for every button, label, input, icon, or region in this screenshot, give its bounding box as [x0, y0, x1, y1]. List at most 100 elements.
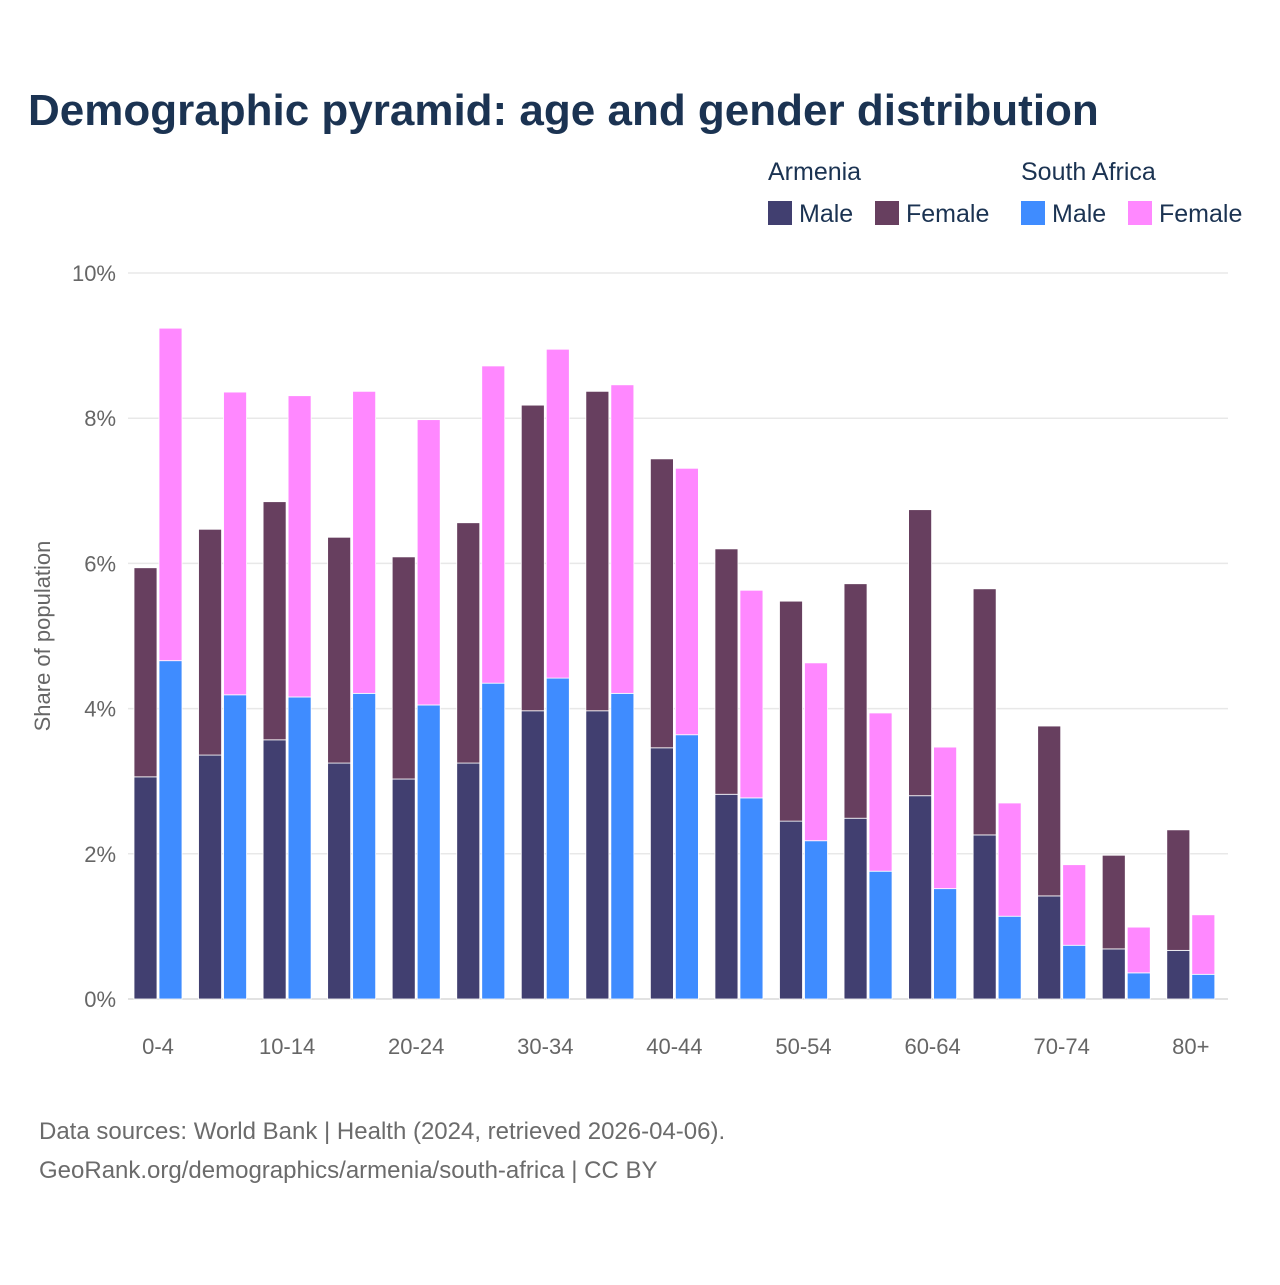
bar-armenia-male-60-64 — [908, 795, 932, 1000]
bar-south-africa-female-60-64 — [933, 746, 957, 890]
x-tick-label: 40-44 — [646, 1034, 702, 1059]
bar-south-africa-male-65-69 — [997, 915, 1022, 1000]
y-tick-label: 2% — [84, 842, 116, 867]
bar-south-africa-female-70-74 — [1062, 864, 1087, 946]
x-tick-label: 50-54 — [775, 1034, 831, 1059]
bar-south-africa-female-75-79 — [1126, 926, 1151, 974]
x-tick-label: 0-4 — [142, 1034, 174, 1059]
bar-armenia-male-55-59 — [843, 817, 868, 1000]
bar-south-africa-male-60-64 — [933, 888, 957, 1000]
bar-armenia-male-10-14 — [262, 739, 287, 1000]
legend-swatch-armenia-male — [768, 201, 792, 225]
bar-armenia-female-50-54 — [779, 600, 803, 822]
bar-armenia-female-65-69 — [972, 588, 997, 836]
y-tick-label: 4% — [84, 697, 116, 722]
bar-armenia-female-55-59 — [843, 583, 868, 819]
bar-south-africa-female-0-4 — [158, 327, 183, 662]
bar-south-africa-female-10-14 — [287, 395, 312, 698]
bar-armenia-male-40-44 — [650, 747, 674, 1000]
bar-south-africa-male-5-9 — [223, 694, 247, 1000]
bar-south-africa-female-55-59 — [868, 712, 893, 872]
legend-label-armenia-male: Male — [799, 200, 853, 228]
bar-armenia-male-30-34 — [520, 710, 545, 1000]
bar-armenia-male-15-19 — [327, 762, 352, 1000]
bar-armenia-female-5-9 — [198, 528, 222, 756]
y-tick-label: 0% — [84, 987, 116, 1012]
bar-south-africa-female-25-29 — [481, 365, 506, 684]
bar-south-africa-female-45-49 — [739, 589, 764, 799]
bar-south-africa-female-20-24 — [416, 419, 441, 706]
bar-south-africa-female-40-44 — [675, 467, 699, 736]
legend-label-south-africa-male: Male — [1052, 200, 1106, 228]
bar-armenia-female-10-14 — [262, 501, 287, 741]
bar-armenia-male-75-79 — [1101, 948, 1126, 1000]
legend-label-south-africa-female: Female — [1159, 200, 1242, 228]
bar-armenia-female-70-74 — [1037, 725, 1062, 897]
bar-south-africa-female-80+ — [1191, 914, 1216, 975]
bar-armenia-male-35-39 — [585, 710, 610, 1000]
footer-url: GeoRank.org/demographics/armenia/south-a… — [39, 1157, 658, 1184]
bar-south-africa-male-25-29 — [481, 682, 506, 1000]
x-tick-label: 60-64 — [904, 1034, 960, 1059]
bar-south-africa-female-50-54 — [804, 662, 828, 842]
bar-armenia-male-65-69 — [972, 834, 997, 1000]
bar-armenia-female-75-79 — [1101, 854, 1126, 950]
bar-armenia-female-0-4 — [133, 567, 158, 778]
y-axis-label: Share of population — [30, 541, 55, 732]
bar-armenia-female-25-29 — [456, 522, 481, 764]
x-tick-label: 70-74 — [1034, 1034, 1090, 1059]
chart-title: Demographic pyramid: age and gender dist… — [28, 86, 1099, 135]
bar-armenia-male-5-9 — [198, 754, 222, 1000]
bar-armenia-male-70-74 — [1037, 895, 1062, 1000]
bar-armenia-female-15-19 — [327, 536, 352, 764]
bar-south-africa-male-80+ — [1191, 973, 1216, 1000]
bar-south-africa-male-45-49 — [739, 797, 764, 1000]
y-tick-label: 6% — [84, 551, 116, 576]
bar-south-africa-male-55-59 — [868, 870, 893, 1000]
legend-swatch-south-africa-male — [1021, 201, 1045, 225]
legend-swatch-south-africa-female — [1128, 201, 1152, 225]
bar-armenia-female-60-64 — [908, 509, 932, 797]
bar-south-africa-male-35-39 — [610, 692, 635, 1000]
bar-south-africa-female-5-9 — [223, 391, 247, 696]
bar-south-africa-male-70-74 — [1062, 944, 1087, 1000]
x-tick-label: 20-24 — [388, 1034, 444, 1059]
legend-swatch-armenia-female — [875, 201, 899, 225]
bar-south-africa-male-15-19 — [352, 692, 377, 1000]
bar-armenia-male-45-49 — [714, 793, 739, 1000]
bar-south-africa-female-35-39 — [610, 384, 635, 694]
bar-armenia-female-20-24 — [391, 556, 416, 780]
bar-armenia-female-30-34 — [520, 404, 545, 712]
bar-armenia-female-45-49 — [714, 548, 739, 795]
bar-south-africa-female-30-34 — [545, 348, 570, 679]
x-tick-label: 10-14 — [259, 1034, 315, 1059]
bar-armenia-male-50-54 — [779, 820, 803, 1000]
bar-armenia-female-35-39 — [585, 390, 610, 712]
bars — [133, 327, 1216, 1000]
bar-armenia-male-0-4 — [133, 776, 158, 1000]
bar-armenia-male-25-29 — [456, 762, 481, 1000]
x-tick-label: 30-34 — [517, 1034, 573, 1059]
footer-source: Data sources: World Bank | Health (2024,… — [39, 1118, 725, 1145]
legend-group-south-africa: South Africa — [1021, 158, 1156, 186]
bar-south-africa-male-30-34 — [545, 677, 570, 1000]
x-axis-ticks: 0-4 10-14 20-24 30-34 40-44 50-54 60-64 70-74 80… — [142, 1034, 1209, 1059]
bar-south-africa-male-50-54 — [804, 840, 828, 1000]
legend: Armenia South Africa Male Female Male Fe… — [768, 158, 1242, 228]
bar-south-africa-female-65-69 — [997, 802, 1022, 917]
bar-south-africa-male-40-44 — [675, 734, 699, 1000]
y-tick-label: 8% — [84, 406, 116, 431]
bar-armenia-female-40-44 — [650, 458, 674, 749]
legend-label-armenia-female: Female — [906, 200, 989, 228]
bar-armenia-female-80+ — [1166, 829, 1191, 951]
bar-south-africa-male-10-14 — [287, 696, 312, 1000]
bar-south-africa-female-15-19 — [352, 390, 377, 694]
x-tick-label: 80+ — [1172, 1034, 1209, 1059]
y-tick-label: 10% — [72, 261, 116, 286]
bar-south-africa-male-0-4 — [158, 660, 183, 1000]
bar-armenia-male-80+ — [1166, 949, 1191, 1000]
bar-armenia-male-20-24 — [391, 778, 416, 1000]
bar-south-africa-male-75-79 — [1126, 972, 1151, 1000]
y-axis-ticks: 0% 2% 4% 6% 8% 10% — [72, 261, 116, 1012]
